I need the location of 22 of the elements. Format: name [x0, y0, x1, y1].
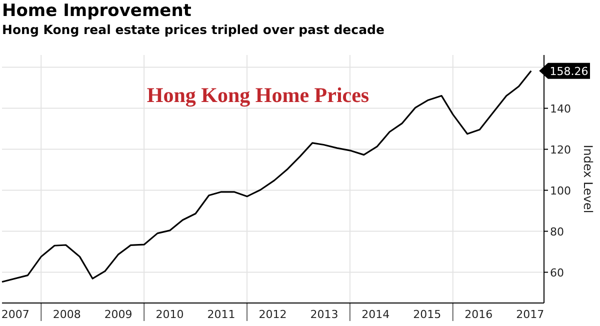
annotation: Hong Kong Home Prices [146, 83, 370, 107]
x-tick-label: 2014 [362, 308, 390, 321]
line-series [1, 70, 532, 283]
x-tick-label: 2015 [413, 308, 442, 321]
x-tick-label: 2016 [464, 308, 493, 321]
x-tick-label: 2017 [516, 308, 544, 321]
y-axis-title: Index Level [581, 144, 595, 214]
y-tick-label: 80 [550, 225, 564, 238]
x-tick-label: 2007 [1, 308, 30, 321]
y-tick-label: 140 [550, 102, 571, 116]
x-tick-label: 2012 [258, 308, 287, 321]
y-tick-label: 120 [550, 143, 571, 156]
y-tick-label: 100 [550, 184, 571, 198]
chart-subtitle: Hong Kong real estate prices tripled over past decade [2, 22, 384, 37]
x-tick-label: 2008 [52, 308, 81, 321]
annotation: 158.26 [550, 64, 588, 78]
chart-title: Home Improvement [2, 1, 192, 21]
x-tick-label: 2011 [207, 308, 236, 321]
x-tick-label: 2009 [104, 308, 132, 321]
x-tick-label: 2010 [156, 308, 184, 321]
y-tick-label: 60 [550, 266, 564, 280]
x-tick-label: 2013 [310, 308, 338, 321]
